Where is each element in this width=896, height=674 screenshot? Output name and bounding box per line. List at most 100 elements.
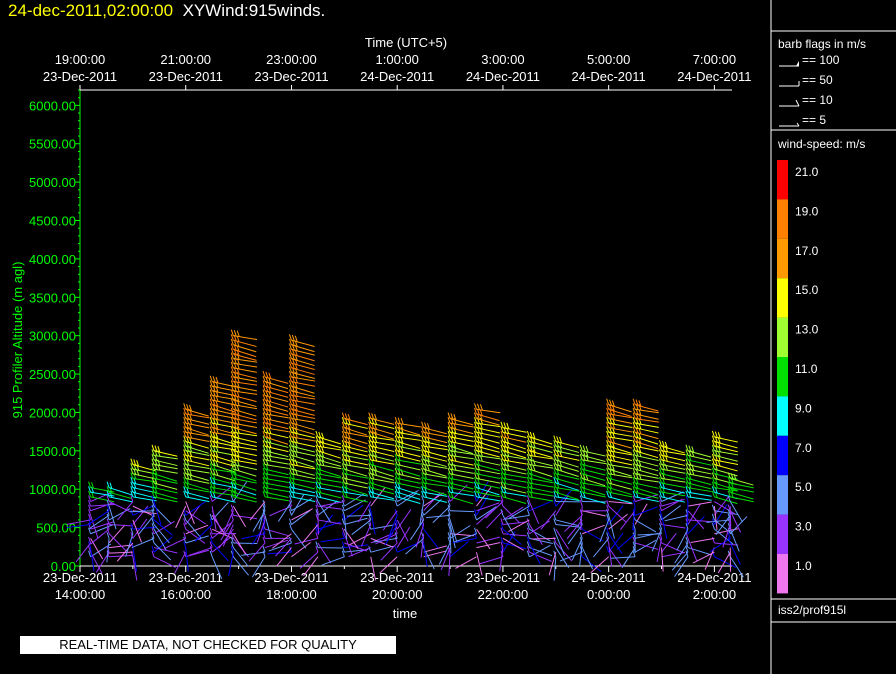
wind-barb xyxy=(153,454,178,460)
wind-barb-feather xyxy=(474,458,477,465)
wind-barb-feather xyxy=(230,380,234,387)
wind-barb-feather xyxy=(685,458,689,465)
wind-barb-feather xyxy=(727,486,731,493)
wind-barb-feather xyxy=(659,522,663,530)
wind-barb xyxy=(291,441,316,448)
wind-barb xyxy=(476,473,501,479)
wind-barb xyxy=(233,353,257,361)
wind-barb xyxy=(714,496,738,505)
wind-barb-feather xyxy=(209,430,213,438)
wind-barb-feather xyxy=(106,504,110,511)
wind-barb-feather xyxy=(579,444,583,451)
wind-barb-feather xyxy=(88,486,92,493)
wind-barb xyxy=(661,482,686,489)
wind-barb xyxy=(661,477,686,483)
wind-barb xyxy=(317,459,342,467)
top-tick-date: 23-Dec-2011 xyxy=(43,69,117,84)
wind-barb xyxy=(66,524,91,529)
colorbar-label: 9.0 xyxy=(795,401,812,415)
wind-barb-feather xyxy=(268,408,272,416)
wind-barb-feather xyxy=(579,453,583,461)
wind-barb xyxy=(153,547,178,554)
wind-barb xyxy=(233,408,257,417)
wind-barb-feather xyxy=(288,476,292,484)
wind-barb-feather xyxy=(632,453,636,461)
wind-barb xyxy=(396,526,411,548)
wind-barb-feather xyxy=(500,426,504,433)
wind-barb-feather xyxy=(230,476,234,484)
colorbar-label: 7.0 xyxy=(795,441,812,455)
wind-barb-feather xyxy=(209,426,213,433)
wind-barb xyxy=(661,498,685,507)
wind-barb-feather xyxy=(730,473,734,480)
wind-barb-feather xyxy=(664,441,668,449)
wind-barb xyxy=(529,473,553,482)
wind-barb xyxy=(291,339,315,347)
wind-barb xyxy=(212,445,236,451)
wind-barb-feather xyxy=(230,426,234,433)
wind-barb-feather xyxy=(632,449,636,456)
wind-barb xyxy=(450,533,475,537)
wind-barb-feather xyxy=(341,550,345,557)
wind-barb-feather xyxy=(450,413,454,420)
wind-barb xyxy=(502,445,527,454)
wind-barb xyxy=(555,473,580,480)
wind-barb-feather xyxy=(374,431,378,439)
wind-barb-feather xyxy=(230,504,234,511)
wind-barb xyxy=(449,477,474,484)
wind-barb-feather xyxy=(183,476,187,484)
wind-barb-feather xyxy=(209,495,213,502)
wind-barb xyxy=(264,473,289,479)
wind-barb xyxy=(476,487,500,496)
wind-barb xyxy=(269,505,292,517)
wind-barb xyxy=(634,506,658,516)
wind-barb-feather xyxy=(262,546,266,553)
wind-barb-feather xyxy=(209,527,213,534)
wind-barb-feather xyxy=(612,468,616,475)
wind-barb xyxy=(730,477,754,486)
wind-barb xyxy=(291,468,315,476)
wind-barb-feather xyxy=(447,417,451,424)
wind-barb-feather xyxy=(130,458,134,465)
wind-barb xyxy=(450,510,475,513)
wind-barb-feather xyxy=(474,486,477,493)
wind-barb-feather xyxy=(579,486,583,493)
wind-barb xyxy=(714,556,737,568)
wind-barb xyxy=(502,436,527,443)
wind-barb-feather xyxy=(685,453,689,461)
wind-barb xyxy=(555,445,580,453)
wind-barb-feather xyxy=(315,504,319,511)
wind-barb xyxy=(608,418,633,425)
top-tick-time: 19:00:00 xyxy=(55,52,106,67)
wind-barb-feather xyxy=(315,546,319,553)
wind-barb xyxy=(317,445,342,451)
wind-barb xyxy=(317,542,332,564)
wind-barb xyxy=(384,524,398,546)
wind-barb-feather xyxy=(209,518,213,525)
wind-barb xyxy=(233,431,258,437)
wind-barb-feather xyxy=(294,335,298,342)
wind-barb-feather xyxy=(659,476,663,484)
wind-barb xyxy=(317,514,334,535)
wind-barb-feather xyxy=(315,449,319,456)
wind-barb-feather xyxy=(288,366,292,373)
wind-barb xyxy=(634,450,659,459)
wind-barb-feather xyxy=(447,444,451,451)
wind-barb xyxy=(423,547,435,570)
wind-barb xyxy=(432,505,451,524)
wind-barb xyxy=(634,519,657,533)
wind-barb-feather xyxy=(474,453,477,461)
wind-barb xyxy=(449,529,452,554)
legend-barb-half xyxy=(796,122,800,127)
wind-barb-feather xyxy=(611,400,615,407)
wind-barb-feather xyxy=(553,440,557,447)
wind-barb-feather xyxy=(447,518,451,525)
wind-barb-feather xyxy=(230,458,234,465)
wind-barb xyxy=(320,537,345,543)
wind-barb xyxy=(153,477,178,484)
wind-barb-feather xyxy=(215,469,219,476)
wind-barb xyxy=(291,404,315,412)
wind-barb xyxy=(449,468,474,474)
wind-barb xyxy=(674,542,689,564)
wind-barb-feather xyxy=(183,522,187,530)
